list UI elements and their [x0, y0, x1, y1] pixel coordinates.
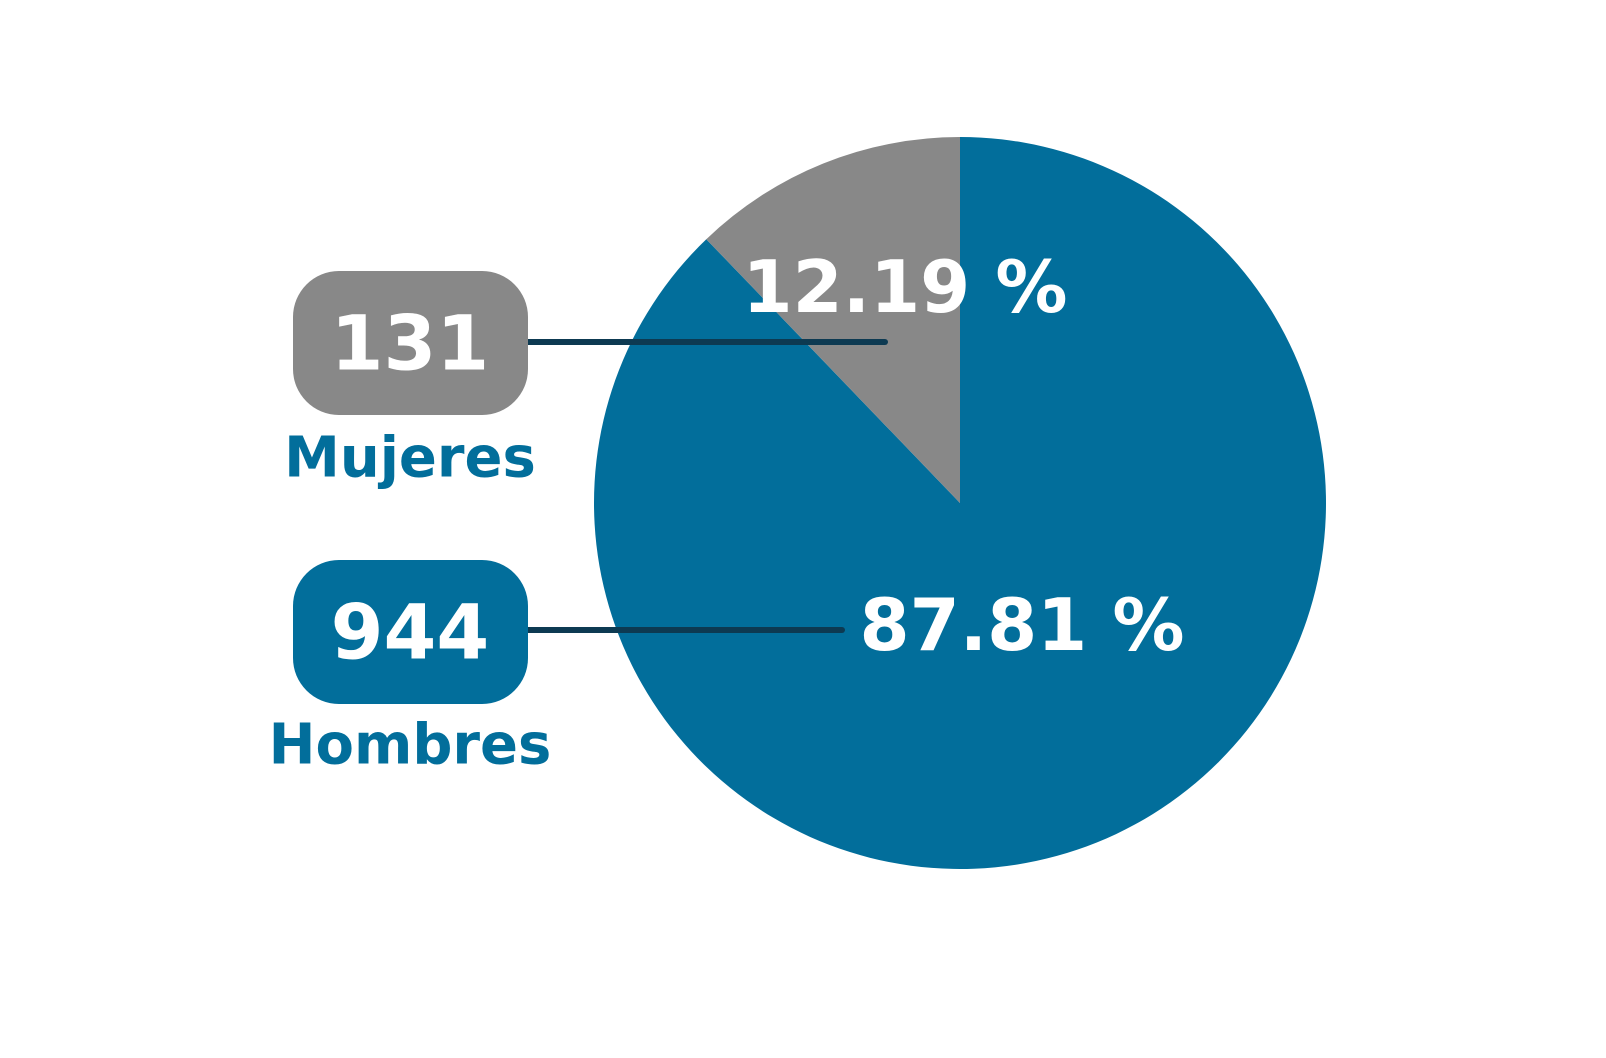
- pie-slice: [706, 137, 960, 503]
- count-box: [293, 560, 528, 704]
- count-label: 944: [331, 588, 490, 677]
- value-label: 87.81 %: [860, 583, 1185, 667]
- value-label: 12.19 %: [743, 245, 1068, 329]
- count-label: 131: [331, 299, 490, 388]
- count-box: [293, 271, 528, 415]
- category-label: Hombres: [269, 713, 552, 778]
- category-label: Mujeres: [284, 426, 536, 491]
